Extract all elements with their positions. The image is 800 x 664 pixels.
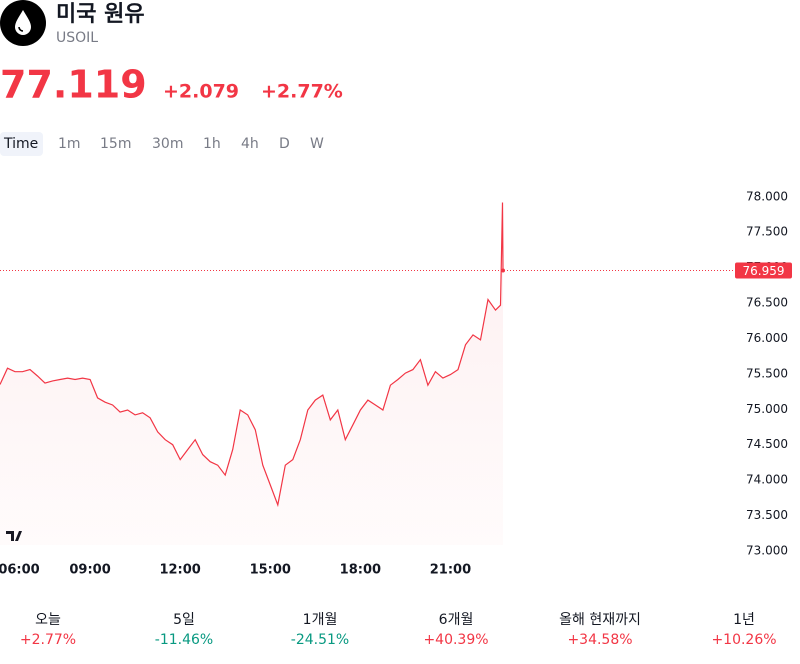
- interval-tab[interactable]: 15m: [100, 136, 131, 152]
- y-tick-label: 76.500: [746, 296, 788, 310]
- interval-tab[interactable]: 1h: [203, 136, 221, 152]
- performance-label: 5일: [173, 612, 195, 628]
- performance-label: 오늘: [35, 612, 61, 628]
- interval-tab[interactable]: 4h: [241, 136, 259, 152]
- y-tick-label: 76.000: [746, 331, 788, 345]
- y-tick-label: 74.500: [746, 437, 788, 451]
- x-tick-label: 06:00: [0, 563, 40, 578]
- symbol-title: 미국 원유: [56, 2, 145, 27]
- symbol-ticker: USOIL: [56, 30, 98, 46]
- y-tick-label: 77.500: [746, 225, 788, 239]
- y-tick-label: 73.000: [746, 543, 788, 557]
- current-price-label: 76.959: [743, 264, 785, 278]
- performance-item[interactable]: 오늘 +2.77%: [20, 612, 76, 648]
- performance-item[interactable]: 올해 현재까지 +34.58%: [559, 612, 641, 648]
- performance-item[interactable]: 1년 +10.26%: [711, 612, 776, 648]
- x-tick-label: 18:00: [340, 563, 381, 578]
- performance-value: -11.46%: [155, 632, 213, 648]
- y-tick-label: 75.000: [746, 402, 788, 416]
- price-change-percent: +2.77%: [261, 81, 343, 103]
- interval-tab[interactable]: 1m: [58, 136, 81, 152]
- x-tick-label: 21:00: [430, 563, 471, 578]
- x-tick-label: 12:00: [159, 563, 200, 578]
- current-price-badge: [735, 262, 792, 279]
- performance-label: 6개월: [439, 612, 474, 628]
- performance-item[interactable]: 1개월 -24.51%: [291, 612, 349, 648]
- y-tick-label: 75.500: [746, 366, 788, 380]
- performance-label: 1개월: [303, 612, 338, 628]
- x-tick-label: 09:00: [69, 563, 110, 578]
- symbol-icon: [0, 0, 46, 46]
- performance-item[interactable]: 5일 -11.46%: [155, 612, 213, 648]
- y-tick-label: 78.000: [746, 189, 788, 203]
- performance-value: +34.58%: [567, 632, 632, 648]
- interval-tab-selected: [0, 132, 43, 156]
- performance-value: +40.39%: [423, 632, 488, 648]
- interval-tab[interactable]: Time: [3, 136, 38, 152]
- performance-value: +2.77%: [20, 632, 76, 648]
- y-tick-label: 74.000: [746, 473, 788, 487]
- performance-label: 1년: [733, 612, 755, 628]
- interval-tab[interactable]: W: [310, 136, 324, 152]
- performance-label: 올해 현재까지: [559, 612, 641, 628]
- area-fill: [0, 202, 503, 545]
- x-tick-label: 15:00: [250, 563, 291, 578]
- performance-item[interactable]: 6개월 +40.39%: [423, 612, 488, 648]
- price-line: [0, 202, 504, 508]
- y-tick-label: 73.500: [746, 508, 788, 522]
- interval-tab[interactable]: 30m: [152, 136, 183, 152]
- last-point: [501, 268, 505, 273]
- price: 77.119: [0, 63, 147, 107]
- interval-tab[interactable]: D: [279, 136, 290, 152]
- performance-value: -24.51%: [291, 632, 349, 648]
- performance-value: +10.26%: [711, 632, 776, 648]
- price-change: +2.079: [163, 81, 239, 103]
